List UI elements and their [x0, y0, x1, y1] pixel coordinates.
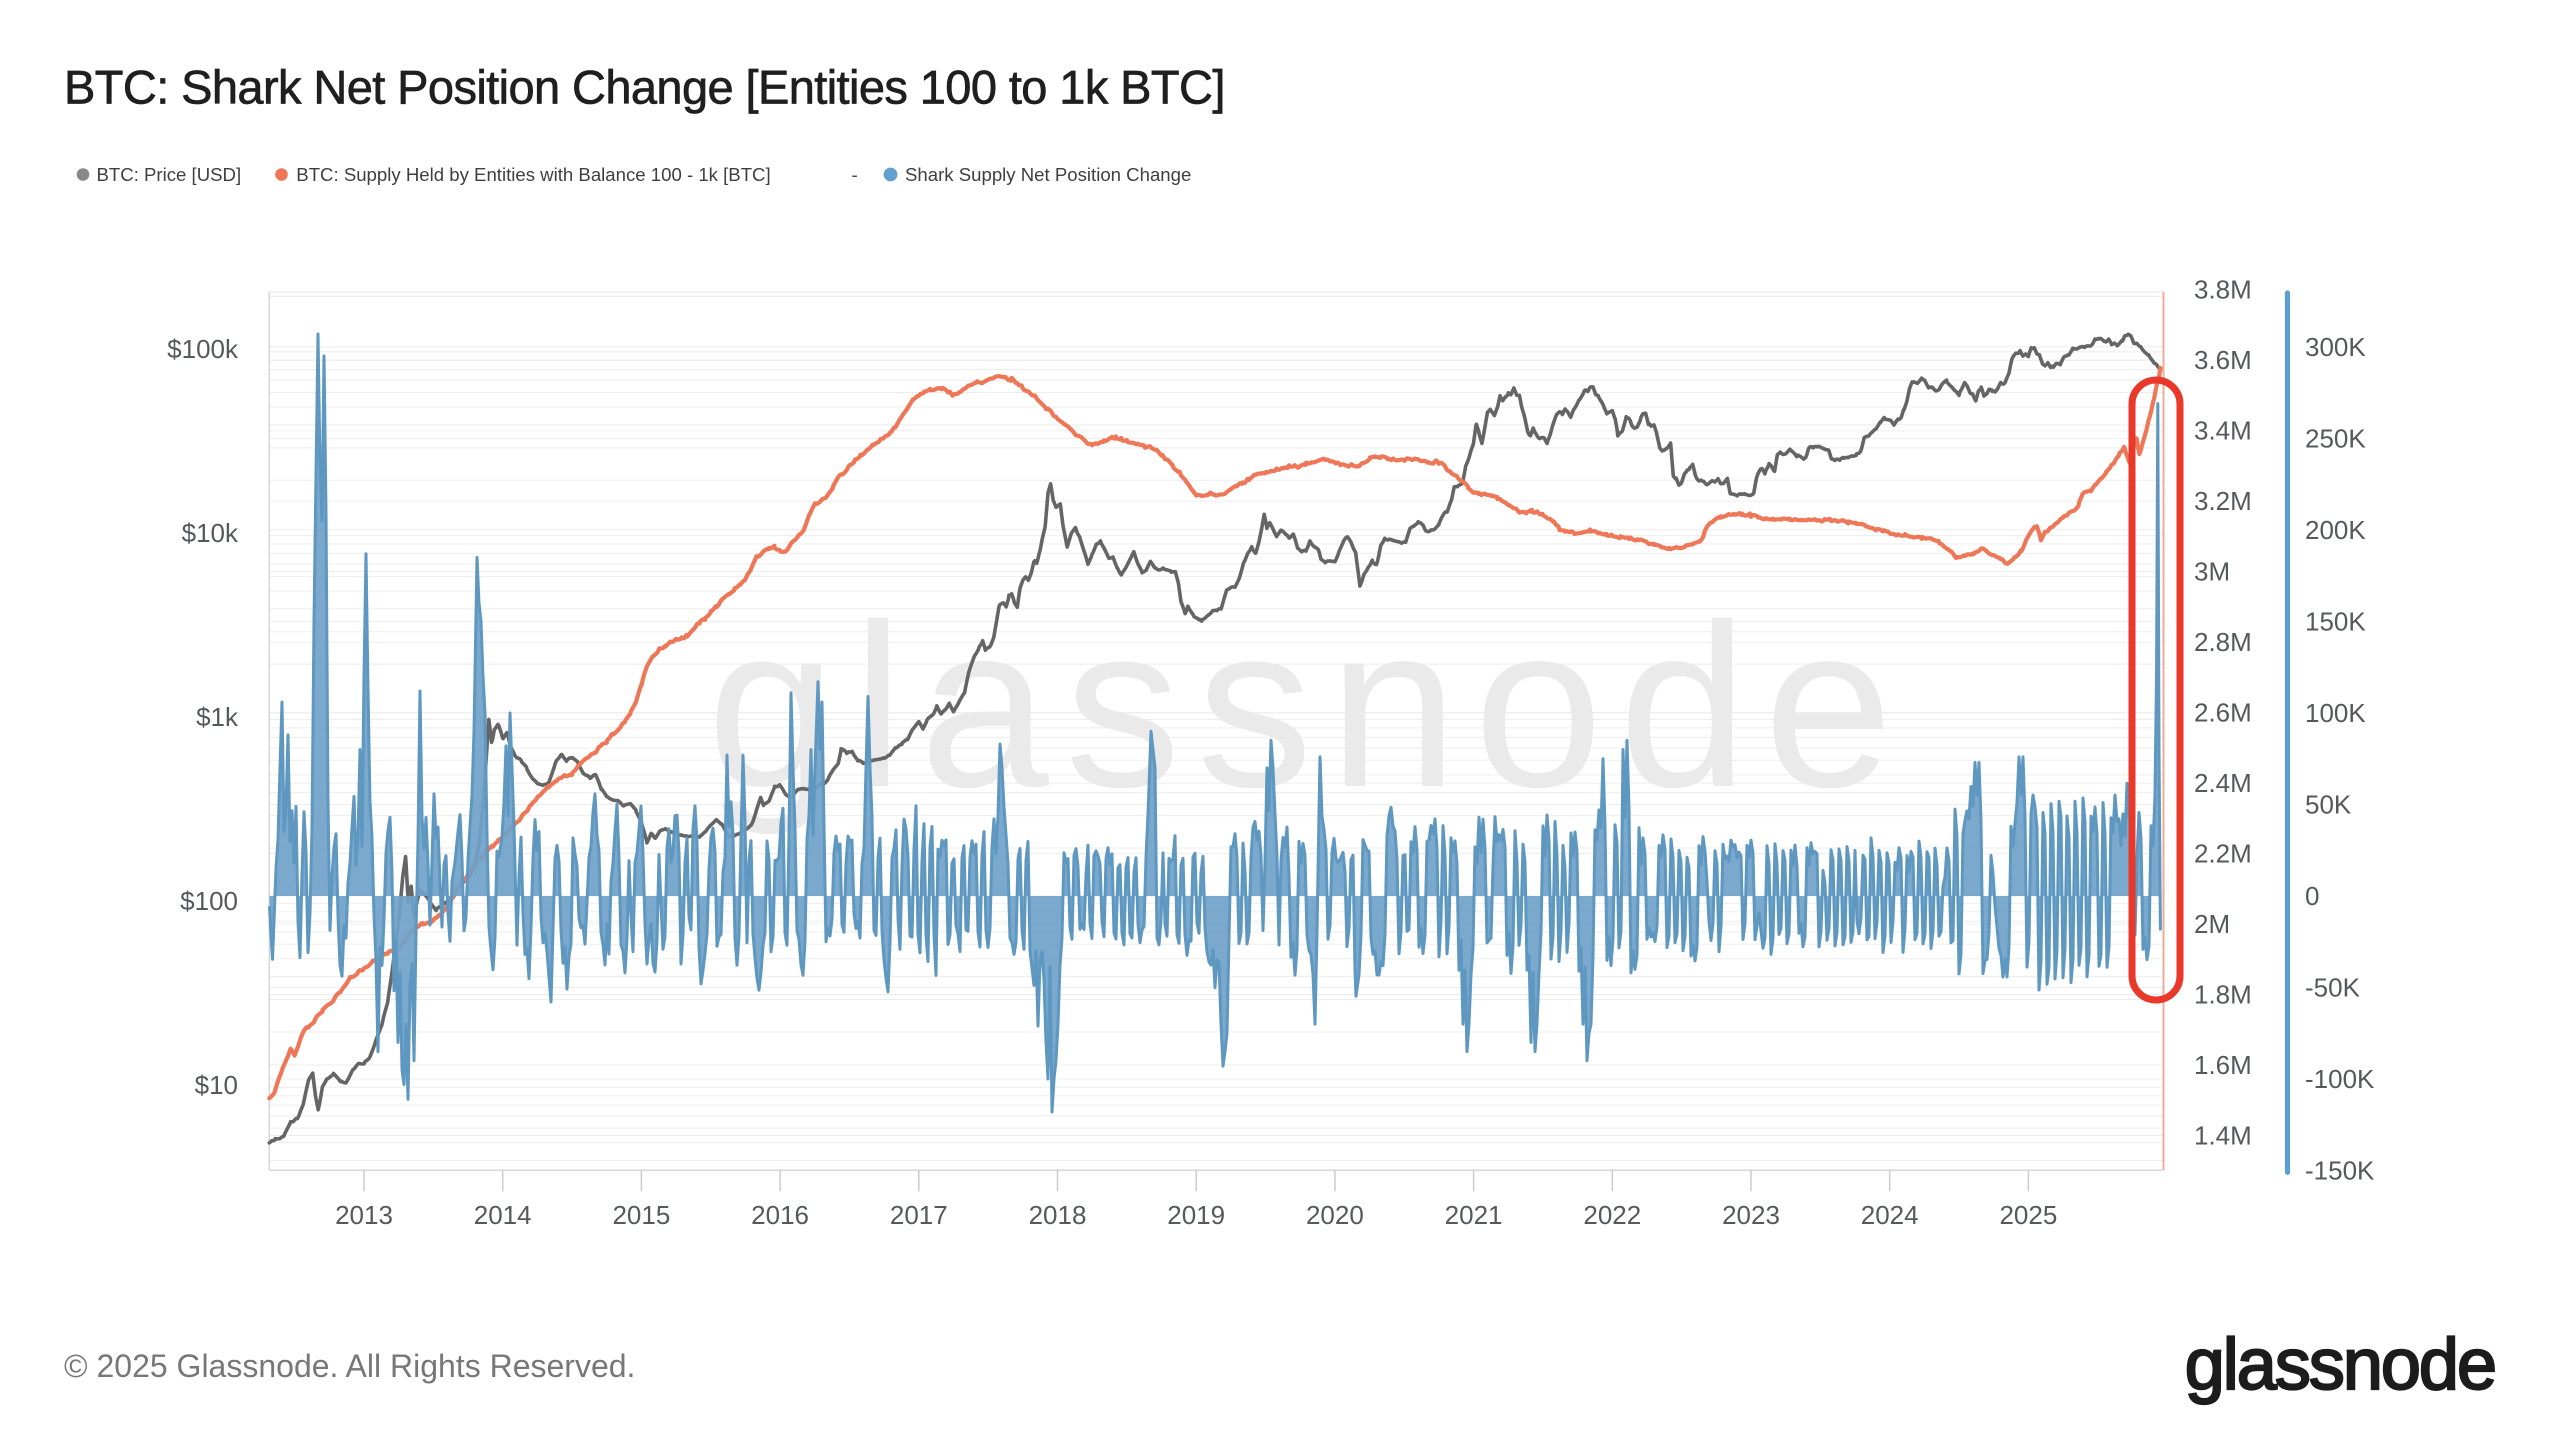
svg-text:3.8M: 3.8M	[2194, 275, 2252, 305]
svg-text:200K: 200K	[2305, 515, 2366, 545]
svg-text:glassnode: glassnode	[707, 577, 1909, 836]
svg-text:2013: 2013	[335, 1200, 393, 1230]
svg-text:-: -	[852, 164, 858, 185]
svg-text:1.4M: 1.4M	[2194, 1121, 2252, 1151]
svg-text:2M: 2M	[2194, 909, 2230, 939]
svg-text:2.4M: 2.4M	[2194, 768, 2252, 798]
svg-text:250K: 250K	[2305, 423, 2366, 453]
svg-text:2020: 2020	[1306, 1200, 1364, 1230]
svg-text:2023: 2023	[1722, 1200, 1780, 1230]
svg-text:$10k: $10k	[182, 518, 239, 548]
svg-text:2016: 2016	[751, 1200, 809, 1230]
svg-text:2.8M: 2.8M	[2194, 627, 2252, 657]
svg-text:2021: 2021	[1445, 1200, 1503, 1230]
svg-text:150K: 150K	[2305, 606, 2366, 636]
svg-text:3M: 3M	[2194, 557, 2230, 587]
svg-text:$100k: $100k	[167, 334, 239, 364]
svg-text:2.2M: 2.2M	[2194, 839, 2252, 869]
svg-text:Shark Supply Net Position Chan: Shark Supply Net Position Change	[905, 164, 1191, 185]
svg-text:2014: 2014	[474, 1200, 532, 1230]
svg-text:100K: 100K	[2305, 698, 2366, 728]
svg-text:-50K: -50K	[2305, 973, 2361, 1003]
svg-text:2015: 2015	[612, 1200, 670, 1230]
svg-text:2024: 2024	[1861, 1200, 1919, 1230]
svg-text:300K: 300K	[2305, 332, 2366, 362]
svg-text:BTC: Price [USD]: BTC: Price [USD]	[97, 164, 242, 185]
svg-text:3.6M: 3.6M	[2194, 345, 2252, 375]
svg-text:2.6M: 2.6M	[2194, 698, 2252, 728]
svg-text:2018: 2018	[1029, 1200, 1087, 1230]
svg-text:BTC: Shark Net Position Change: BTC: Shark Net Position Change [Entities…	[64, 61, 1225, 114]
svg-text:3.2M: 3.2M	[2194, 486, 2252, 516]
svg-text:2025: 2025	[1999, 1200, 2057, 1230]
svg-text:-100K: -100K	[2305, 1064, 2375, 1094]
svg-text:-150K: -150K	[2305, 1156, 2375, 1186]
svg-text:2017: 2017	[890, 1200, 948, 1230]
svg-text:1.8M: 1.8M	[2194, 980, 2252, 1010]
svg-text:$100: $100	[180, 886, 238, 916]
svg-text:0: 0	[2305, 881, 2319, 911]
svg-text:glassnode: glassnode	[2185, 1325, 2495, 1405]
svg-text:2022: 2022	[1583, 1200, 1641, 1230]
svg-text:© 2025 Glassnode. All Rights R: © 2025 Glassnode. All Rights Reserved.	[64, 1348, 635, 1384]
svg-text:$1k: $1k	[196, 702, 239, 732]
svg-text:1.6M: 1.6M	[2194, 1050, 2252, 1080]
svg-text:3.4M: 3.4M	[2194, 416, 2252, 446]
svg-text:50K: 50K	[2305, 790, 2352, 820]
svg-text:BTC: Supply Held by Entities w: BTC: Supply Held by Entities with Balanc…	[296, 164, 770, 185]
svg-text:$10: $10	[195, 1070, 238, 1100]
svg-text:2019: 2019	[1167, 1200, 1225, 1230]
